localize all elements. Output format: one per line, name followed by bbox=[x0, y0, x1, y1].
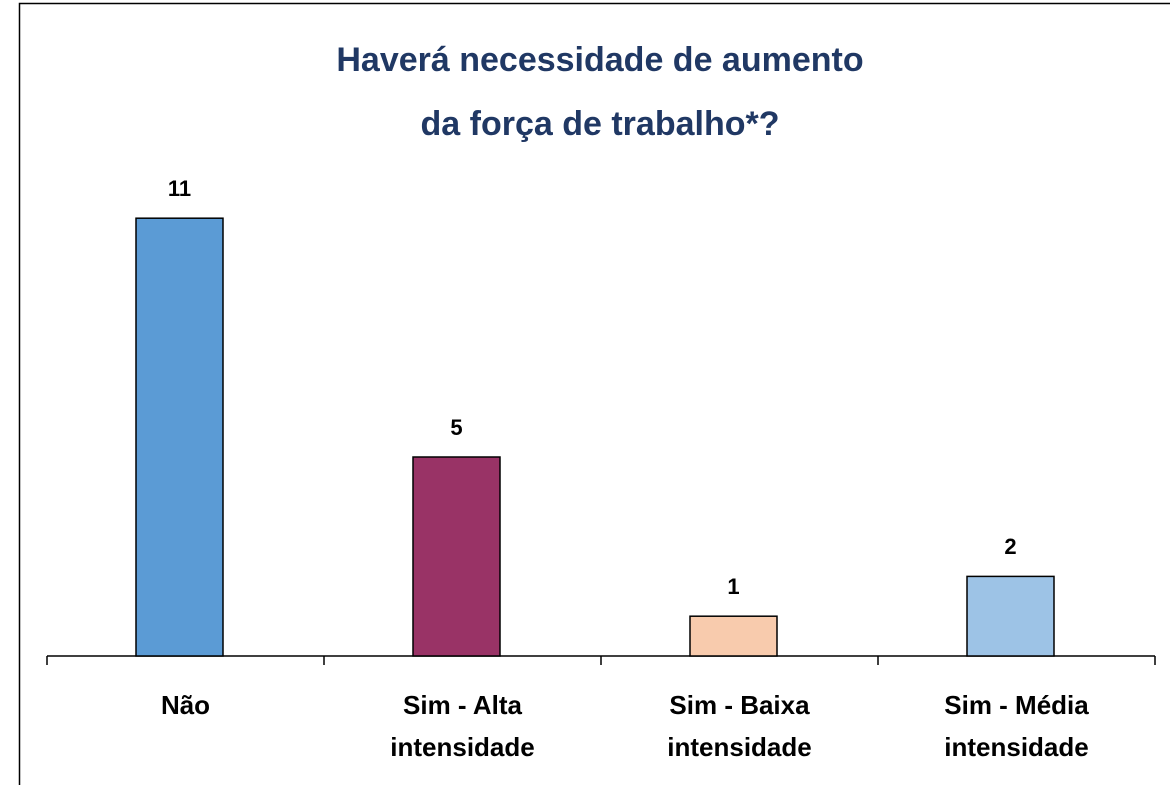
data-label: 5 bbox=[450, 415, 462, 440]
chart-title: Haverá necessidade de aumento bbox=[336, 41, 863, 79]
bar bbox=[689, 615, 778, 657]
bar bbox=[966, 575, 1055, 657]
bar bbox=[412, 456, 501, 657]
data-label: 1 bbox=[727, 574, 739, 599]
bar bbox=[135, 217, 224, 657]
x-tick-label: Sim - Alta intensidade bbox=[390, 690, 535, 762]
chart-title: da força de trabalho*? bbox=[421, 105, 780, 143]
x-tick-label: Sim - Baixa intensidade bbox=[667, 690, 812, 762]
data-label: 11 bbox=[168, 176, 191, 201]
x-tick-label: Sim - Média intensidade bbox=[944, 690, 1089, 762]
x-tick-label: Não bbox=[160, 690, 211, 720]
data-label: 2 bbox=[1004, 534, 1016, 559]
chart-frame bbox=[18, 2, 1170, 785]
